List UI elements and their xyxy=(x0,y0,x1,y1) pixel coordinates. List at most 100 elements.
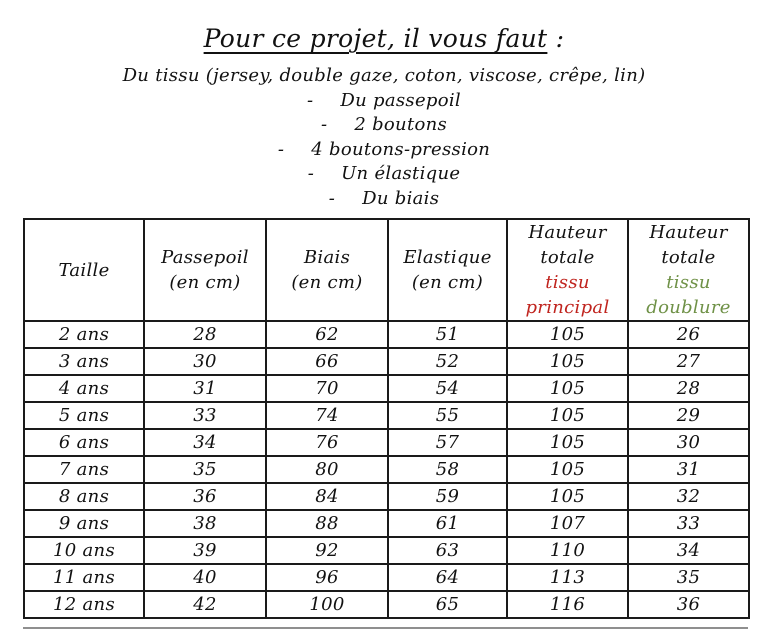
table-row: 8 ans 36 84 59 105 32 xyxy=(23,482,750,511)
cell-biais: 100 xyxy=(265,590,389,619)
cell-taille: 6 ans xyxy=(23,428,145,457)
cell-biais: 76 xyxy=(265,428,389,457)
cell-taille: 8 ans xyxy=(23,482,145,511)
cell-hauteur-doublure: 26 xyxy=(627,320,750,349)
material-item: - 2 boutons xyxy=(0,113,768,138)
table-row: 7 ans 35 80 58 105 31 xyxy=(23,455,750,484)
cell-passepoil: 42 xyxy=(143,590,267,619)
table-row: 5 ans 33 74 55 105 29 xyxy=(23,401,750,430)
cell-hauteur-principal: 105 xyxy=(506,482,629,511)
unit-label: (en cm) xyxy=(411,272,484,293)
cell-hauteur-doublure: 32 xyxy=(627,482,750,511)
cell-hauteur-principal: 105 xyxy=(506,455,629,484)
col-header-passepoil: Passepoil (en cm) xyxy=(143,218,267,322)
cell-hauteur-doublure: 28 xyxy=(627,374,750,403)
material-item-label: Du passepoil xyxy=(340,89,461,111)
cell-taille: 2 ans xyxy=(23,320,145,349)
cell-hauteur-doublure: 35 xyxy=(627,563,750,592)
cell-elastique: 54 xyxy=(387,374,508,403)
tissu-doublure-label: doublure xyxy=(646,297,731,318)
table-row: 4 ans 31 70 54 105 28 xyxy=(23,374,750,403)
cell-elastique: 63 xyxy=(387,536,508,565)
bullet-dash: - xyxy=(328,187,336,209)
cell-hauteur-doublure: 27 xyxy=(627,347,750,376)
size-table-body: 2 ans 28 62 51 105 26 3 ans 30 66 52 105 27 4 ans 31 7… xyxy=(23,320,750,619)
col-header-elastique: Elastique (en cm) xyxy=(387,218,508,322)
cell-biais: 84 xyxy=(265,482,389,511)
table-row: 6 ans 34 76 57 105 30 xyxy=(23,428,750,457)
material-item: - Un élastique xyxy=(0,162,768,187)
cell-hauteur-principal: 107 xyxy=(506,509,629,538)
table-row: 2 ans 28 62 51 105 26 xyxy=(23,320,750,349)
table-cutoff-row xyxy=(23,627,748,629)
table-row: 11 ans 40 96 64 113 35 xyxy=(23,563,750,592)
material-item-label: Du biais xyxy=(362,187,440,209)
col-header-biais: Biais (en cm) xyxy=(265,218,389,322)
cell-hauteur-principal: 105 xyxy=(506,374,629,403)
cell-biais: 92 xyxy=(265,536,389,565)
cell-hauteur-doublure: 34 xyxy=(627,536,750,565)
cell-elastique: 55 xyxy=(387,401,508,430)
cell-elastique: 57 xyxy=(387,428,508,457)
cell-hauteur-principal: 110 xyxy=(506,536,629,565)
cell-biais: 62 xyxy=(265,320,389,349)
material-item-label: 4 boutons-pression xyxy=(311,138,491,160)
cell-passepoil: 35 xyxy=(143,455,267,484)
bullet-dash: - xyxy=(307,163,315,184)
cell-taille: 10 ans xyxy=(23,536,145,565)
cell-hauteur-doublure: 36 xyxy=(627,590,750,619)
cell-elastique: 61 xyxy=(387,509,508,538)
cell-hauteur-principal: 105 xyxy=(506,401,629,430)
cell-passepoil: 28 xyxy=(143,320,267,349)
material-item-label: Un élastique xyxy=(341,163,461,184)
page-title-colon: : xyxy=(547,24,565,53)
table-row: 9 ans 38 88 61 107 33 xyxy=(23,509,750,538)
cell-passepoil: 38 xyxy=(143,509,267,538)
materials-list: Du tissu (jersey, double gaze, coton, vi… xyxy=(0,64,768,211)
cell-passepoil: 40 xyxy=(143,563,267,592)
table-row: 10 ans 39 92 63 110 34 xyxy=(23,536,750,565)
table-row: 3 ans 30 66 52 105 27 xyxy=(23,347,750,376)
cell-taille: 11 ans xyxy=(23,563,145,592)
cell-taille: 5 ans xyxy=(23,401,145,430)
size-table: Taille Passepoil (en cm) Biais (en cm) E… xyxy=(23,218,750,619)
cell-passepoil: 30 xyxy=(143,347,267,376)
cell-hauteur-principal: 105 xyxy=(506,320,629,349)
unit-label: (en cm) xyxy=(291,272,363,293)
cell-taille: 4 ans xyxy=(23,374,145,403)
cell-taille: 7 ans xyxy=(23,455,145,484)
cell-biais: 96 xyxy=(265,563,389,592)
cell-passepoil: 33 xyxy=(143,401,267,430)
cell-biais: 70 xyxy=(265,374,389,403)
cell-passepoil: 34 xyxy=(143,428,267,457)
cell-elastique: 64 xyxy=(387,563,508,592)
cell-hauteur-principal: 113 xyxy=(506,563,629,592)
material-item-label: 2 boutons xyxy=(354,114,448,135)
cell-elastique: 65 xyxy=(387,590,508,619)
cell-hauteur-principal: 105 xyxy=(506,347,629,376)
cell-passepoil: 36 xyxy=(143,482,267,511)
cell-hauteur-principal: 105 xyxy=(506,428,629,457)
cell-elastique: 58 xyxy=(387,455,508,484)
cell-biais: 66 xyxy=(265,347,389,376)
cell-hauteur-doublure: 30 xyxy=(627,428,750,457)
table-row: 12 ans 42 100 65 116 36 xyxy=(23,590,750,619)
bullet-dash: - xyxy=(307,89,314,111)
material-item: - Du passepoil xyxy=(0,89,768,114)
cell-elastique: 59 xyxy=(387,482,508,511)
materials-intro: Du tissu (jersey, double gaze, coton, vi… xyxy=(122,65,646,86)
tissu-doublure-label: tissu xyxy=(666,272,711,293)
cell-passepoil: 39 xyxy=(143,536,267,565)
cell-taille: 3 ans xyxy=(23,347,145,376)
tissu-principal-label: principal xyxy=(525,297,610,318)
unit-label: (en cm) xyxy=(169,272,241,293)
size-table-header: Taille Passepoil (en cm) Biais (en cm) E… xyxy=(23,218,750,322)
col-header-hauteur-principal: Hauteur totale tissu principal xyxy=(506,218,629,322)
bullet-dash: - xyxy=(320,114,328,135)
cell-biais: 74 xyxy=(265,401,389,430)
cell-elastique: 51 xyxy=(387,320,508,349)
cell-taille: 12 ans xyxy=(23,590,145,619)
material-item: - Du biais xyxy=(0,187,768,212)
cell-biais: 80 xyxy=(265,455,389,484)
